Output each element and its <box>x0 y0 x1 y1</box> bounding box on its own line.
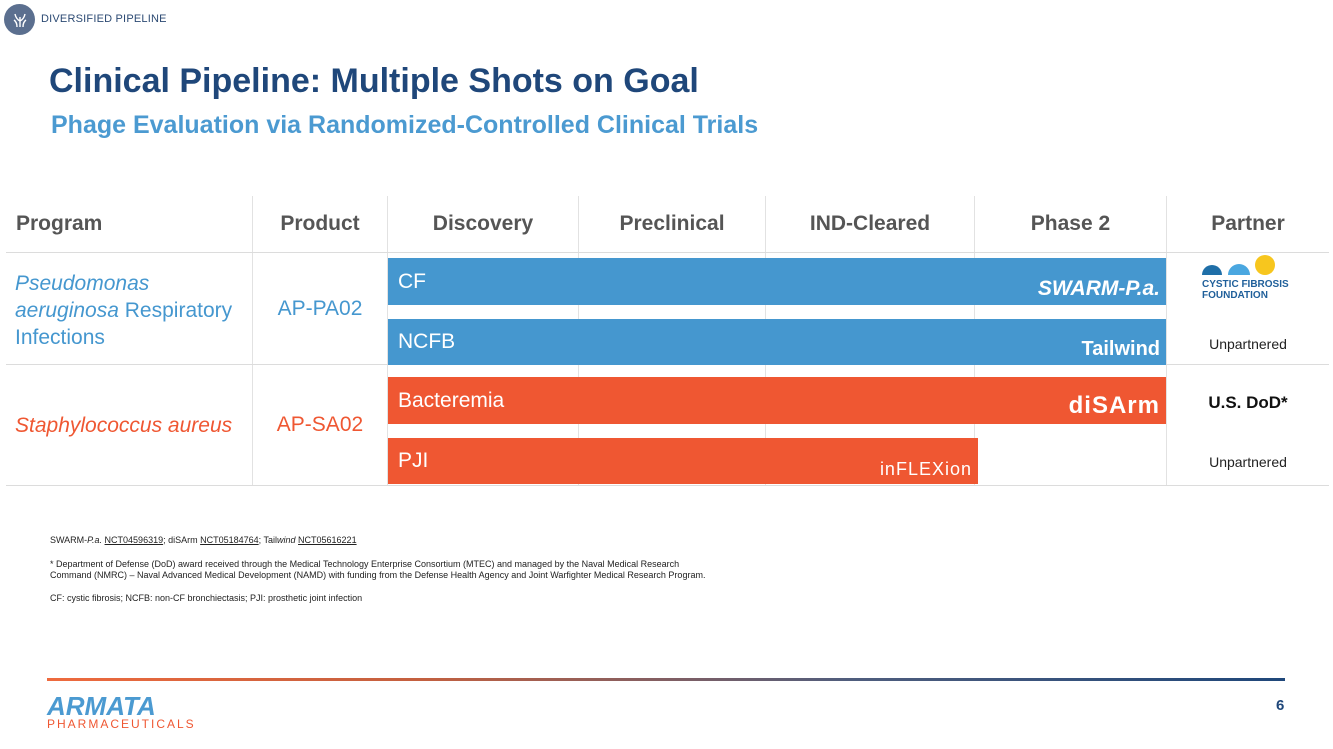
grid-line <box>387 196 388 486</box>
header-preclinical: Preclinical <box>619 212 725 235</box>
indication-label: NCFB <box>398 330 456 353</box>
armata-logo: ARMATA <box>47 691 156 721</box>
disarm-trial-logo: diSArm <box>1068 392 1160 419</box>
inflexion-trial-logo: inFLEXion <box>879 459 972 479</box>
indication-label: Bacteremia <box>398 388 505 412</box>
page-subtitle: Phage Evaluation via Randomized-Controll… <box>51 111 759 139</box>
footer-divider <box>47 678 1285 681</box>
nct-link-disarm[interactable]: NCT05184764 <box>200 535 259 545</box>
pipeline-bar-bacteremia: Bacteremia diSArm <box>388 377 1166 424</box>
indication-label: PJI <box>398 449 429 472</box>
section-tag-label: DIVERSIFIED PIPELINE <box>41 13 167 25</box>
pipeline-bar-ncfb: NCFB Tailwind <box>388 319 1166 365</box>
cystic-fibrosis-foundation-logo: CYSTIC FIBROSIS FOUNDATION <box>1200 254 1295 304</box>
header-partner: Partner <box>1211 212 1285 235</box>
page-number: 6 <box>1276 697 1285 714</box>
grid-line <box>6 252 1329 253</box>
nct-link-tailwind[interactable]: NCT05616221 <box>298 535 357 545</box>
cff-dots-icon <box>1202 255 1275 275</box>
footnote-dod: * Department of Defense (DoD) award rece… <box>50 559 706 580</box>
partner-pji: Unpartnered <box>1209 454 1287 470</box>
plant-icon <box>4 3 35 35</box>
swarm-trial-logo: SWARM-P.a. <box>1037 277 1160 300</box>
program-pseudomonas: Pseudomonas aeruginosa Respiratory Infec… <box>15 272 233 349</box>
indication-label: CF <box>398 269 426 293</box>
pipeline-bar-cf: CF SWARM-P.a. <box>388 258 1166 305</box>
grid-line <box>252 196 253 486</box>
nct-link-swarm[interactable]: NCT04596319 <box>104 535 164 545</box>
partner-bacteremia: U.S. DoD* <box>1208 393 1288 412</box>
page-title: Clinical Pipeline: Multiple Shots on Goa… <box>49 62 699 100</box>
footnote-abbreviations: CF: cystic fibrosis; NCFB: non-CF bronch… <box>50 593 363 603</box>
header-discovery: Discovery <box>432 212 534 235</box>
footnote-trials: SWARM-P.a. NCT04596319; diSArm NCT051847… <box>50 535 357 545</box>
armata-logo-subtitle: PHARMACEUTICALS <box>47 717 196 731</box>
pipeline-bar-pji: PJI inFLEXion <box>388 438 978 484</box>
tailwind-trial-logo: Tailwind <box>1081 338 1160 360</box>
header-product: Product <box>280 212 360 235</box>
cff-wordmark: CYSTIC FIBROSIS FOUNDATION <box>1202 279 1289 301</box>
grid-line <box>6 485 1329 486</box>
section-tag: DIVERSIFIED PIPELINE <box>4 3 167 35</box>
header-ind-cleared: IND-Cleared <box>809 212 931 235</box>
product-ap-sa02: AP-SA02 <box>276 413 364 436</box>
partner-ncfb: Unpartnered <box>1209 336 1287 352</box>
product-ap-pa02: AP-PA02 <box>277 297 363 320</box>
header-phase-2: Phase 2 <box>1030 212 1111 235</box>
grid-line <box>1166 196 1167 486</box>
header-program: Program <box>16 212 103 235</box>
program-staphylococcus: Staphylococcus aureus <box>15 414 233 437</box>
